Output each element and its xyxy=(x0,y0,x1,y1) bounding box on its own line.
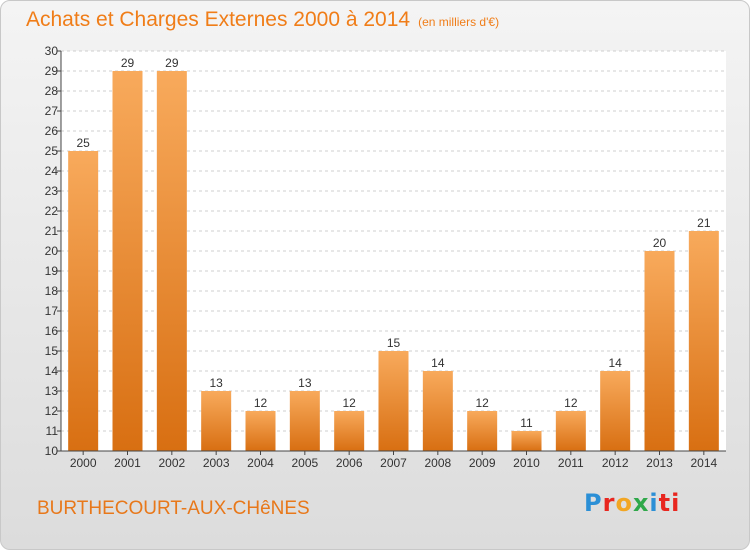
data-label: 20 xyxy=(653,236,667,250)
bar-2000 xyxy=(68,151,99,451)
y-tick-label: 15 xyxy=(45,344,59,358)
data-label: 29 xyxy=(121,56,135,70)
chart-title: Achats et Charges Externes 2000 à 2014 (e… xyxy=(26,8,499,32)
x-tick-label: 2005 xyxy=(291,456,318,470)
data-label: 21 xyxy=(697,216,711,230)
y-tick-label: 26 xyxy=(45,124,59,138)
x-tick-label: 2010 xyxy=(513,456,540,470)
axes: 10 11 12 13 14 15 16 17 18 19 20 21 22 23 24 25 26 27 28 29… xyxy=(45,44,726,470)
logo-letter: i xyxy=(649,489,659,517)
x-tick-label: 2007 xyxy=(380,456,407,470)
x-tick-label: 2013 xyxy=(646,456,673,470)
logo-letter: x xyxy=(632,489,650,517)
y-tick-label: 25 xyxy=(45,144,59,158)
bar-2011 xyxy=(555,411,586,451)
x-tick-label: 2006 xyxy=(336,456,363,470)
x-tick-label: 2009 xyxy=(469,456,496,470)
y-tick-label: 23 xyxy=(45,184,59,198)
bar-2003 xyxy=(201,391,232,451)
bar-2007 xyxy=(378,351,409,451)
x-tick-label: 2014 xyxy=(690,456,717,470)
logo-letter: P xyxy=(584,489,603,517)
y-tick-label: 20 xyxy=(45,244,59,258)
bar-2010 xyxy=(511,431,542,451)
data-label: 15 xyxy=(387,336,401,350)
logo-letter: r xyxy=(602,489,616,517)
commune-name: BURTHECOURT-AUX-CHêNES xyxy=(37,498,310,519)
x-tick-label: 2002 xyxy=(158,456,185,470)
x-tick-label: 2012 xyxy=(602,456,629,470)
bar-2005 xyxy=(289,391,320,451)
bar-2014 xyxy=(688,231,719,451)
y-tick-label: 10 xyxy=(45,444,59,458)
data-label: 12 xyxy=(342,396,356,410)
bar-2012 xyxy=(600,371,631,451)
y-tick-label: 11 xyxy=(46,424,59,438)
data-label: 13 xyxy=(209,376,223,390)
y-tick-label: 12 xyxy=(45,404,59,418)
data-label: 25 xyxy=(76,136,90,150)
data-label: 12 xyxy=(564,396,578,410)
x-tick-label: 2011 xyxy=(558,456,584,470)
bar-2008 xyxy=(422,371,453,451)
bar-2013 xyxy=(644,251,675,451)
x-tick-label: 2008 xyxy=(424,456,451,470)
x-tick-label: 2003 xyxy=(203,456,230,470)
y-tick-label: 28 xyxy=(45,84,59,98)
y-tick-label: 18 xyxy=(45,284,59,298)
chart-title-text: Achats et Charges Externes 2000 à 2014 xyxy=(26,8,411,31)
y-tick-label: 19 xyxy=(45,264,59,278)
y-tick-label: 27 xyxy=(45,104,59,118)
y-tick-label: 21 xyxy=(45,224,59,238)
x-tick-label: 2004 xyxy=(247,456,274,470)
y-tick-label: 16 xyxy=(45,324,59,338)
bar-2004 xyxy=(245,411,276,451)
data-labels: 25 29 29 13 12 13 12 15 14 12 11 12 14 20 21 xyxy=(76,56,710,430)
logo-letter: o xyxy=(615,489,633,517)
logo-letter: ti xyxy=(658,489,681,517)
y-tick-label: 17 xyxy=(45,304,59,318)
y-tick-label: 22 xyxy=(45,204,59,218)
bar-2009 xyxy=(467,411,498,451)
x-tick-label: 2000 xyxy=(70,456,97,470)
bars xyxy=(68,71,719,451)
proxiti-logo: Proxiti xyxy=(584,489,680,517)
bar-2006 xyxy=(334,411,365,451)
data-label: 14 xyxy=(608,356,622,370)
y-tick-label: 14 xyxy=(45,364,59,378)
y-tick-label: 13 xyxy=(45,384,59,398)
data-label: 12 xyxy=(475,396,489,410)
y-tick-label: 24 xyxy=(45,164,59,178)
y-tick-label: 30 xyxy=(45,44,59,58)
data-label: 12 xyxy=(254,396,268,410)
data-label: 29 xyxy=(165,56,179,70)
x-tick-label: 2001 xyxy=(114,456,141,470)
bar-2001 xyxy=(112,71,143,451)
bar-2002 xyxy=(156,71,187,451)
data-label: 13 xyxy=(298,376,312,390)
data-label: 14 xyxy=(431,356,445,370)
chart-subtitle: (en milliers d'€) xyxy=(418,15,500,29)
data-label: 11 xyxy=(520,416,533,430)
y-tick-label: 29 xyxy=(45,64,59,78)
